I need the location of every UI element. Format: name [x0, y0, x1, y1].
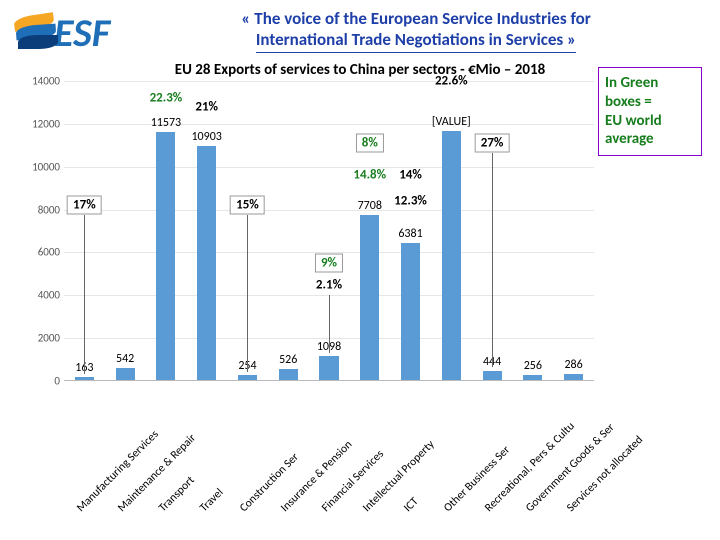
bar [360, 215, 379, 380]
pct-annotation: 14.8% [353, 168, 386, 183]
x-tick-label: Transport [156, 474, 197, 515]
tagline-line1: « The voice of the European Service Indu… [241, 8, 590, 29]
legend-line3: EU world [605, 112, 695, 131]
x-axis-labels: Manufacturing ServicesMaintenance & Repa… [64, 381, 594, 515]
bar [483, 371, 502, 381]
y-tick-label: 2000 [14, 332, 60, 345]
pct-annotation: 22.3% [150, 91, 183, 106]
pct-annotation: 14% [399, 168, 422, 183]
bar-value-label: 7708 [358, 199, 382, 213]
bar [319, 356, 338, 380]
y-tick-label: 6000 [14, 246, 60, 259]
x-tick-label: ICT [401, 495, 421, 515]
y-tick-label: 4000 [14, 289, 60, 302]
pct-annotation: 2.1% [316, 277, 342, 292]
logo-text: ESF [54, 8, 110, 57]
plot-region: 1635421157310903254526109877086381[VALUE… [64, 81, 594, 381]
bar-value-label: 526 [279, 353, 297, 367]
pct-annotation: 22.6% [435, 74, 468, 89]
y-tick-label: 10000 [14, 160, 60, 173]
legend-line2: boxes = [605, 93, 695, 112]
pct-annotation: 9% [315, 254, 343, 273]
pct-annotation: 21% [195, 99, 218, 114]
annotation-connector [329, 295, 330, 354]
bar-value-label: [VALUE] [432, 115, 471, 129]
bar [442, 131, 461, 380]
y-tick-label: 12000 [14, 117, 60, 130]
x-tick-label: Services not allocated [564, 433, 646, 515]
legend-line1: In Green [605, 74, 695, 93]
y-tick-label: 0 [14, 375, 60, 388]
annotation-connector [492, 153, 493, 367]
bar [523, 375, 542, 380]
legend-green-box: In Green boxes = EU world average [598, 67, 702, 156]
bar [156, 132, 175, 380]
x-tick-label: Insurance & Pension [278, 438, 355, 515]
bar-value-label: 542 [116, 352, 134, 366]
bar-value-label: 6381 [398, 227, 422, 241]
bar [116, 368, 135, 380]
bar [401, 243, 420, 380]
bar [75, 377, 94, 380]
y-tick-label: 14000 [14, 75, 60, 88]
legend-line4: average [605, 130, 695, 149]
logo-swoosh-icon [14, 15, 58, 51]
bar [238, 375, 257, 380]
slide-page: ESF « The voice of the European Service … [0, 0, 720, 540]
pct-annotation: 15% [230, 196, 265, 215]
bar [564, 374, 583, 380]
pct-annotation: 8% [356, 134, 384, 153]
pct-annotation: 27% [475, 134, 510, 153]
pct-annotation: 17% [67, 196, 102, 215]
x-tick-label: Intellectual Property [360, 438, 437, 515]
chart-container: EU 28 Exports of services to China per s… [14, 61, 706, 509]
tagline-line2: International Trade Negotiations in Serv… [256, 29, 576, 52]
x-tick-label: Travel [197, 486, 226, 515]
esf-logo: ESF [14, 8, 110, 57]
bar [197, 146, 216, 380]
y-tick-label: 8000 [14, 203, 60, 216]
bar-value-label: 256 [524, 359, 542, 373]
pct-annotation: 12.3% [394, 194, 427, 209]
annotation-connector [84, 215, 85, 373]
bar-value-label: 11573 [151, 116, 181, 130]
bar [279, 369, 298, 380]
header: ESF « The voice of the European Service … [14, 8, 706, 57]
tagline: « The voice of the European Service Indu… [126, 8, 706, 53]
bar-value-label: 286 [564, 358, 582, 372]
annotation-connector [247, 215, 248, 371]
bar-value-label: 10903 [191, 130, 221, 144]
